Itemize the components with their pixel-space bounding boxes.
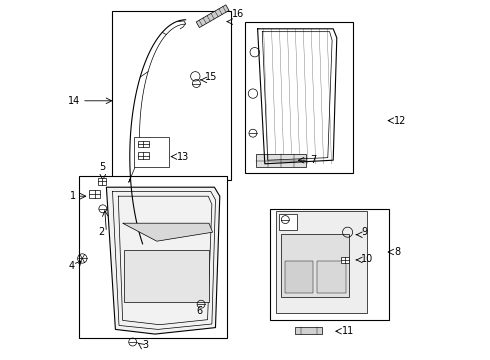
Bar	[279, 214, 297, 230]
Bar	[112, 11, 231, 180]
Text: 8: 8	[394, 247, 400, 257]
Polygon shape	[124, 250, 209, 302]
Bar	[256, 154, 306, 167]
Text: 9: 9	[361, 227, 367, 237]
Bar	[139, 141, 148, 147]
Text: 12: 12	[394, 116, 407, 126]
Bar	[295, 327, 322, 334]
Text: 3: 3	[143, 340, 148, 350]
Polygon shape	[275, 211, 368, 313]
Polygon shape	[122, 223, 213, 241]
Bar	[281, 234, 349, 297]
Text: 5: 5	[99, 162, 106, 172]
Text: 11: 11	[342, 326, 354, 336]
Bar	[317, 261, 346, 293]
Bar	[98, 178, 106, 185]
Text: 10: 10	[361, 254, 373, 264]
Text: 2: 2	[98, 227, 104, 237]
Bar	[79, 176, 227, 338]
Bar	[90, 190, 99, 198]
Bar	[139, 152, 148, 159]
Bar	[270, 209, 389, 320]
Text: 13: 13	[176, 152, 189, 162]
Bar	[285, 261, 314, 293]
Bar	[341, 257, 349, 263]
Bar	[134, 137, 169, 167]
Text: 7: 7	[310, 155, 316, 165]
Text: 4: 4	[69, 261, 75, 271]
Polygon shape	[196, 5, 229, 28]
Text: 15: 15	[205, 72, 218, 82]
Text: 16: 16	[232, 9, 245, 19]
Text: 6: 6	[196, 306, 202, 316]
Bar	[245, 22, 353, 173]
Text: 1: 1	[70, 191, 76, 201]
Text: 14: 14	[68, 96, 80, 106]
Polygon shape	[106, 187, 220, 334]
